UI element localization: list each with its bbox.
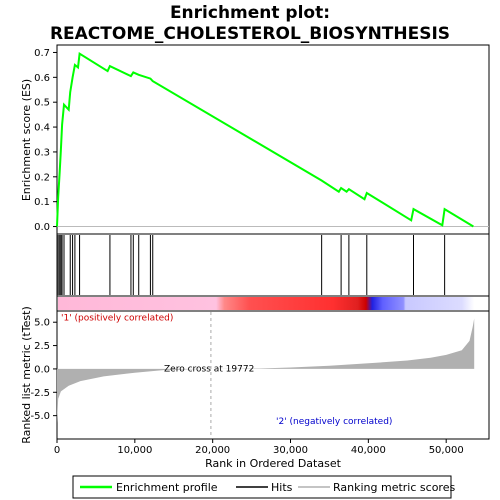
es-y-tick-label: 0.7 <box>34 48 50 59</box>
metric-y-axis: -5.0 -2.5 0.0 2.5 5.0 <box>30 318 57 422</box>
positive-correlation-label: '1' (positively correlated) <box>61 313 173 323</box>
rank-color-bar <box>58 297 474 310</box>
metric-y-tick-label: 0.0 <box>34 364 50 375</box>
zero-cross-label: Zero cross at 19772 <box>164 364 254 374</box>
negative-correlation-label: '2' (negatively correlated) <box>276 417 392 427</box>
x-tick-label: 40,000 <box>351 445 386 456</box>
es-y-axis-label: Enrichment score (ES) <box>20 79 33 201</box>
metric-y-axis-label: Ranked list metric (tTest) <box>20 306 33 443</box>
es-y-tick-label: 0.4 <box>34 123 50 134</box>
metric-y-tick-label: -5.0 <box>30 411 50 422</box>
x-tick-label: 0 <box>54 445 60 456</box>
legend-item-hits: Hits <box>271 481 293 494</box>
es-y-tick-label: 0.5 <box>34 98 50 109</box>
hits-panel-frame <box>57 234 489 296</box>
x-tick-label: 20,000 <box>195 445 230 456</box>
x-tick-label: 30,000 <box>273 445 308 456</box>
legend-item-enrichment-profile: Enrichment profile <box>116 481 218 494</box>
es-panel-frame <box>57 45 489 234</box>
metric-y-tick-label: -2.5 <box>30 388 50 399</box>
chart-title-line2: REACTOME_CHOLESTEROL_BIOSYNTHESIS <box>50 24 450 44</box>
x-axis: 0 10,000 20,000 30,000 40,000 50,000 <box>54 439 464 456</box>
es-y-tick-label: 0.0 <box>34 222 50 233</box>
chart-title-line1: Enrichment plot: <box>170 3 330 23</box>
es-y-axis: 0.0 0.1 0.2 0.3 0.4 0.5 0.6 0.7 <box>34 48 57 233</box>
x-tick-label: 50,000 <box>429 445 464 456</box>
metric-panel-frame <box>57 311 489 439</box>
es-y-tick-label: 0.6 <box>34 73 50 84</box>
metric-y-tick-label: 5.0 <box>34 318 50 329</box>
legend-item-ranking-metric: Ranking metric scores <box>333 481 455 494</box>
x-tick-label: 10,000 <box>117 445 152 456</box>
x-axis-label: Rank in Ordered Dataset <box>205 457 342 470</box>
metric-y-tick-label: 2.5 <box>34 341 50 352</box>
es-y-tick-label: 0.1 <box>34 197 50 208</box>
es-y-tick-label: 0.3 <box>34 147 50 158</box>
es-y-tick-label: 0.2 <box>34 172 50 183</box>
